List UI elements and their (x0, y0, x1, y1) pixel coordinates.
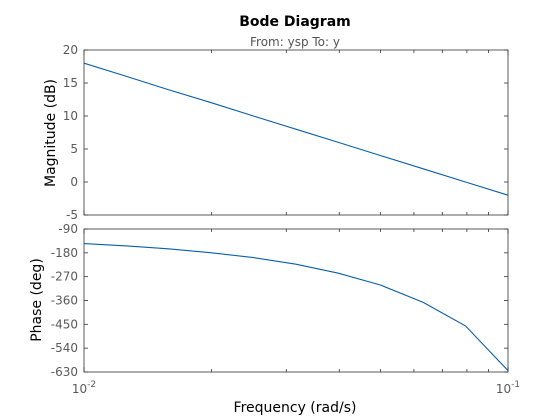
phase-plot-frame (83, 228, 509, 373)
x-tick-label: 10-2 (72, 380, 96, 396)
x-ticks: 10-2 10-1 (72, 50, 520, 396)
magnitude-y-tick-label: 20 (63, 43, 78, 57)
magnitude-y-tick-label: 10 (63, 109, 78, 123)
magnitude-curve (83, 62, 509, 196)
magnitude-y-axis-label: Magnitude (dB) (43, 79, 59, 187)
magnitude-y-tick-label: -5 (66, 208, 78, 222)
magnitude-y-ticks: -5 0 5 10 15 20 (63, 43, 508, 222)
x-axis-label: Frequency (rad/s) (234, 400, 357, 416)
x-tick-label-base: 10 (496, 382, 511, 396)
phase-y-axis-label: Phase (deg) (29, 258, 45, 342)
phase-y-tick-label: -270 (51, 270, 78, 284)
phase-y-tick-label: -180 (51, 246, 78, 260)
phase-y-tick-label: -90 (58, 222, 78, 236)
magnitude-y-tick-label: 15 (63, 76, 78, 90)
magnitude-plot-frame (83, 49, 509, 216)
phase-y-tick-label: -630 (51, 365, 78, 379)
x-tick-label-exponent: -2 (87, 380, 96, 390)
x-tick-label: 10-1 (496, 380, 520, 396)
phase-y-ticks: -90 -180 -270 -360 -450 -540 -630 (51, 222, 508, 379)
chart-title: Bode Diagram (239, 14, 351, 30)
magnitude-y-tick-label: 0 (70, 175, 78, 189)
phase-curve (83, 243, 509, 372)
phase-y-tick-label: -450 (51, 317, 78, 331)
chart-subtitle: From: ysp To: y (250, 35, 340, 49)
magnitude-y-tick-label: 5 (70, 142, 78, 156)
x-tick-label-exponent: -1 (511, 380, 520, 390)
phase-y-tick-label: -540 (51, 341, 78, 355)
phase-y-tick-label: -360 (51, 294, 78, 308)
x-tick-label-base: 10 (72, 382, 87, 396)
